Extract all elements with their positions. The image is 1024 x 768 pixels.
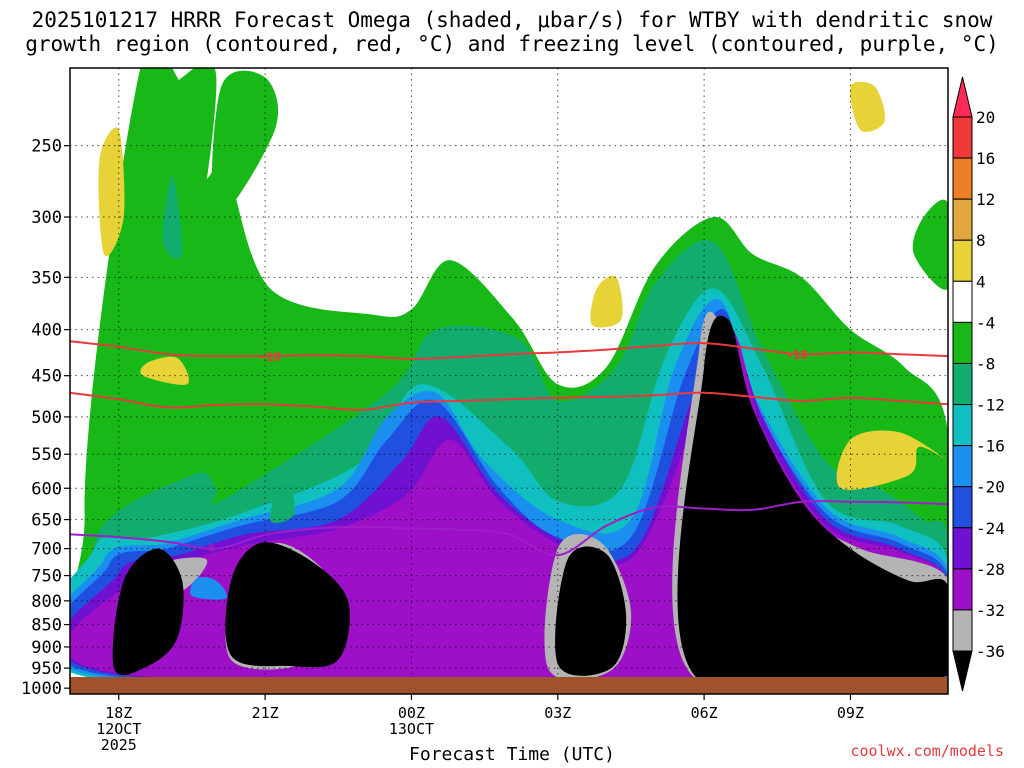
colorbar-label-5: -4 — [976, 313, 995, 332]
colorbar-label-10: -24 — [976, 519, 1005, 538]
x-tick-label-09Z: 09Z — [837, 704, 864, 722]
dgz-contour-label-2: -18 — [786, 348, 808, 362]
omega-core-4 — [677, 315, 948, 694]
y-tick-label-250: 250 — [31, 137, 62, 157]
omega-plume-upper-2 — [211, 70, 279, 218]
x-tick-date-18Z: 12OCT — [96, 720, 141, 738]
colorbar-swatch-5 — [952, 321, 973, 364]
x-tick-label-03Z: 03Z — [544, 704, 571, 722]
dgz-contour-label-1: -18 — [259, 350, 281, 364]
dgz-contour-1 — [70, 340, 948, 360]
y-tick-label-900: 900 — [31, 638, 62, 658]
ground-surface — [70, 677, 948, 694]
site-credit: coolwx.com/models — [850, 742, 1004, 760]
omega-positive-patch-3 — [590, 275, 623, 328]
y-tick-label-300: 300 — [31, 208, 62, 228]
y-axis: 2503003504004505005506006507007508008509… — [21, 137, 70, 699]
colorbar-label-0: 20 — [976, 108, 995, 127]
freezing-level-label: 0 — [208, 541, 215, 554]
plot-frame — [69, 67, 949, 695]
colorbar-swatch-8 — [952, 445, 973, 488]
colorbar-label-12: -32 — [976, 601, 1005, 620]
colorbar-swatch-7 — [952, 404, 973, 447]
colorbar-swatch-4 — [952, 280, 973, 323]
x-tick-label-21Z: 21Z — [252, 704, 279, 722]
y-tick-label-750: 750 — [31, 567, 62, 587]
colorbar-swatch-11 — [952, 568, 973, 611]
colorbar-swatch-10 — [952, 527, 973, 570]
grid-lines — [70, 68, 948, 694]
omega-cyan-cell — [269, 471, 295, 523]
y-tick-label-700: 700 — [31, 540, 62, 560]
omega-plume-core-1 — [162, 175, 183, 260]
x-tick-date-00Z: 13OCT — [389, 720, 434, 738]
omega-core-2 — [225, 542, 350, 668]
omega-plume-upper-1 — [145, 68, 217, 274]
colorbar-swatch-6 — [952, 362, 973, 406]
chart-title-line-2: growth region (contoured, red, °C) and f… — [25, 32, 999, 56]
omega-plume-right — [912, 199, 948, 290]
y-tick-label-600: 600 — [31, 479, 62, 499]
colorbar-swatch-1 — [952, 157, 973, 200]
omega-positive-patch-1 — [98, 127, 125, 257]
colorbar-label-9: -20 — [976, 478, 1005, 497]
omega-positive-patch-2 — [140, 356, 189, 385]
y-tick-label-500: 500 — [31, 408, 62, 428]
y-tick-label-350: 350 — [31, 268, 62, 288]
y-tick-label-1000: 1000 — [21, 679, 62, 699]
y-tick-label-450: 450 — [31, 367, 62, 387]
colorbar-swatch-2 — [952, 198, 973, 241]
colorbar-label-4: 4 — [976, 272, 986, 291]
colorbar-label-11: -28 — [976, 560, 1005, 579]
y-tick-label-400: 400 — [31, 321, 62, 341]
x-tick-label-06Z: 06Z — [691, 704, 718, 722]
x-tick-label-18Z: 18Z — [105, 704, 132, 722]
y-tick-label-550: 550 — [31, 445, 62, 465]
contour-lines: -18 -18 0 — [70, 340, 948, 557]
omega-shading — [70, 68, 948, 694]
y-tick-label-650: 650 — [31, 511, 62, 531]
colorbar-top-arrow — [952, 76, 973, 118]
dgz-contour-2 — [70, 391, 948, 411]
omega-core-3 — [555, 546, 627, 676]
omega-positive-patch-5 — [836, 430, 948, 490]
y-tick-label-800: 800 — [31, 592, 62, 612]
colorbar-swatch-12 — [952, 609, 973, 652]
colorbar-label-2: 12 — [976, 190, 995, 209]
omega-blue-cell — [190, 577, 228, 600]
chart-title-line-1: 2025101217 HRRR Forecast Omega (shaded, … — [31, 8, 993, 32]
omega-positive-patch-4 — [849, 81, 886, 132]
colorbar-label-8: -16 — [976, 437, 1005, 456]
y-tick-label-950: 950 — [31, 659, 62, 679]
colorbar-bottom-arrow — [952, 650, 973, 692]
x-axis-title: Forecast Time (UTC) — [409, 744, 615, 765]
colorbar: 20 16 12 8 4 -4 -8 -12 -16 -20 -24 -28 -32 -36 — [952, 76, 1005, 692]
omega-core-1 — [112, 548, 184, 676]
colorbar-label-6: -8 — [976, 354, 995, 373]
colorbar-swatch-3 — [952, 239, 973, 282]
colorbar-label-7: -12 — [976, 396, 1005, 415]
colorbar-swatch-9 — [952, 486, 973, 529]
x-tick-year-18Z: 2025 — [101, 736, 137, 754]
colorbar-label-1: 16 — [976, 149, 995, 168]
colorbar-swatch-0 — [952, 116, 973, 159]
x-tick-label-00Z: 00Z — [398, 704, 425, 722]
freezing-level-contour — [70, 500, 948, 557]
colorbar-label-3: 8 — [976, 231, 986, 250]
y-tick-label-850: 850 — [31, 616, 62, 636]
colorbar-label-13: -36 — [976, 642, 1005, 661]
